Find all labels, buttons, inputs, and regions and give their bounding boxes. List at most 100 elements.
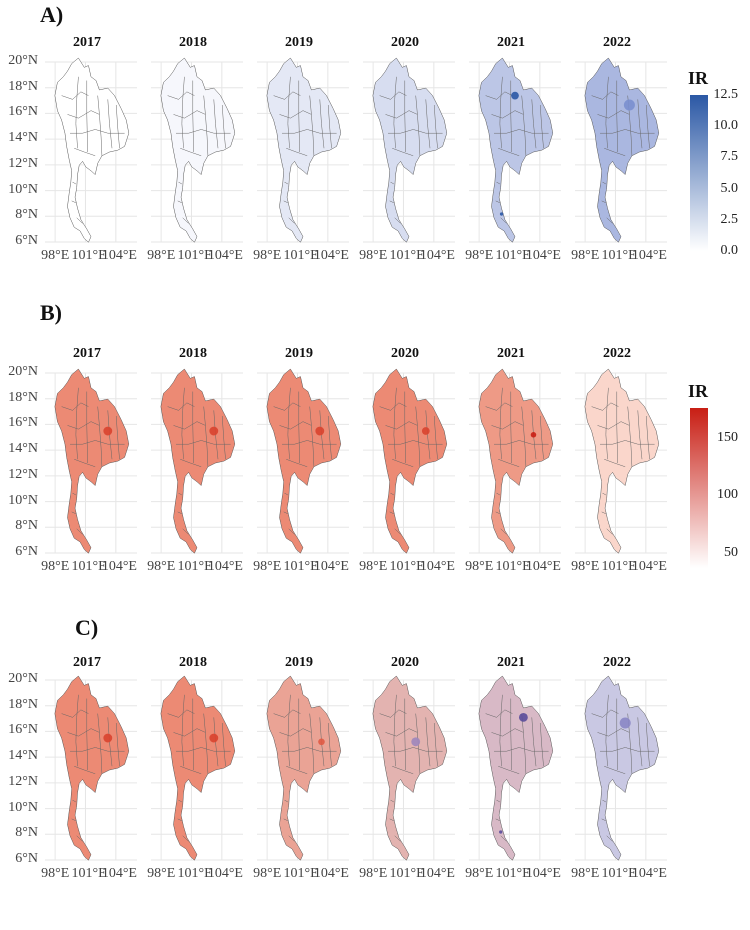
province-border bbox=[177, 200, 182, 203]
year-label: 2022 bbox=[603, 35, 631, 50]
province-border bbox=[182, 217, 189, 224]
y-tick-label: 20°N bbox=[8, 671, 38, 686]
x-tick-label: 98°E bbox=[571, 248, 600, 263]
legend-tick-label: 0.0 bbox=[720, 243, 739, 258]
map-2017 bbox=[45, 57, 137, 243]
high-incidence-province bbox=[518, 712, 528, 722]
province-border bbox=[173, 110, 206, 119]
map-2018 bbox=[151, 675, 243, 861]
y-tick-label: 14°N bbox=[8, 748, 38, 764]
province-border bbox=[600, 129, 655, 134]
y-tick-label: 6°N bbox=[15, 544, 38, 559]
province-border bbox=[385, 421, 418, 430]
province-border bbox=[494, 440, 549, 445]
legend-tick-label: 12.5 bbox=[713, 87, 739, 102]
province-border bbox=[213, 99, 219, 149]
province-border bbox=[591, 91, 619, 100]
year-label: 2019 bbox=[285, 655, 313, 670]
province-border bbox=[392, 148, 414, 156]
province-border bbox=[279, 110, 312, 119]
province-border bbox=[604, 459, 626, 467]
x-tick-label: 101°E bbox=[71, 559, 107, 574]
y-tick-label: 12°N bbox=[8, 155, 38, 171]
year-label: 2021 bbox=[497, 655, 525, 670]
x-tick-label: 98°E bbox=[41, 248, 70, 263]
country-shape bbox=[160, 675, 236, 861]
x-tick-label: 98°E bbox=[41, 559, 70, 574]
province-border bbox=[510, 80, 512, 153]
province-border bbox=[498, 766, 520, 774]
province-border bbox=[61, 91, 89, 100]
high-incidence-province bbox=[619, 717, 631, 729]
year-label: 2020 bbox=[391, 346, 419, 361]
province-border bbox=[388, 440, 443, 445]
map-2017 bbox=[45, 675, 137, 861]
province-border bbox=[288, 835, 295, 842]
province-border bbox=[495, 511, 500, 514]
y-tick-label: 10°N bbox=[8, 799, 38, 815]
province-border bbox=[180, 459, 202, 467]
province-border bbox=[75, 694, 79, 767]
x-tick-label: 104°E bbox=[101, 866, 137, 881]
province-border bbox=[597, 110, 630, 119]
x-tick-label: 98°E bbox=[41, 866, 70, 881]
x-tick-label: 104°E bbox=[525, 248, 561, 263]
x-tick-label: 104°E bbox=[207, 248, 243, 263]
country-shape bbox=[478, 368, 554, 554]
province-border bbox=[298, 698, 300, 771]
province-border bbox=[601, 511, 606, 514]
province-border bbox=[379, 709, 407, 718]
y-tick-label: 18°N bbox=[8, 696, 38, 712]
x-tick-label: 101°E bbox=[495, 248, 531, 263]
province-border bbox=[221, 722, 226, 767]
province-border bbox=[282, 440, 337, 445]
high-incidence-province bbox=[623, 99, 635, 111]
x-tick-label: 101°E bbox=[71, 248, 107, 263]
province-border bbox=[203, 713, 209, 774]
province-border bbox=[288, 217, 295, 224]
high-incidence-province bbox=[103, 426, 113, 436]
province-border bbox=[637, 410, 643, 460]
province-border bbox=[71, 511, 76, 514]
high-incidence-province bbox=[530, 432, 537, 438]
province-border bbox=[61, 709, 89, 718]
year-label: 2022 bbox=[603, 655, 631, 670]
x-tick-label: 98°E bbox=[147, 559, 176, 574]
province-border bbox=[67, 728, 100, 737]
province-border bbox=[600, 440, 655, 445]
y-tick-label: 12°N bbox=[8, 773, 38, 789]
x-tick-label: 104°E bbox=[207, 866, 243, 881]
x-tick-label: 101°E bbox=[177, 559, 213, 574]
year-label: 2017 bbox=[73, 35, 101, 50]
x-tick-label: 98°E bbox=[465, 559, 494, 574]
province-border bbox=[70, 129, 125, 134]
x-tick-label: 101°E bbox=[601, 866, 637, 881]
province-border bbox=[70, 747, 125, 752]
province-border bbox=[178, 492, 183, 496]
x-tick-label: 98°E bbox=[571, 559, 600, 574]
province-border bbox=[70, 440, 125, 445]
province-border bbox=[287, 76, 291, 149]
x-tick-label: 98°E bbox=[465, 248, 494, 263]
x-tick-label: 101°E bbox=[389, 559, 425, 574]
province-border bbox=[181, 694, 185, 767]
province-border bbox=[286, 766, 308, 774]
legend-colorbar bbox=[690, 95, 708, 251]
province-border bbox=[500, 835, 507, 842]
x-tick-label: 104°E bbox=[631, 559, 667, 574]
y-tick-label: 8°N bbox=[15, 207, 38, 223]
province-border bbox=[379, 402, 407, 411]
province-border bbox=[539, 722, 544, 767]
map-2018 bbox=[151, 368, 243, 554]
province-border bbox=[76, 528, 83, 535]
province-border bbox=[86, 80, 88, 153]
province-border bbox=[177, 818, 182, 821]
province-border bbox=[327, 104, 332, 149]
country-shape bbox=[54, 675, 130, 861]
map-2021 bbox=[469, 368, 561, 554]
province-border bbox=[107, 99, 113, 149]
province-border bbox=[97, 95, 103, 156]
province-border bbox=[605, 387, 609, 460]
x-tick-label: 104°E bbox=[525, 866, 561, 881]
country-shape bbox=[584, 368, 660, 554]
